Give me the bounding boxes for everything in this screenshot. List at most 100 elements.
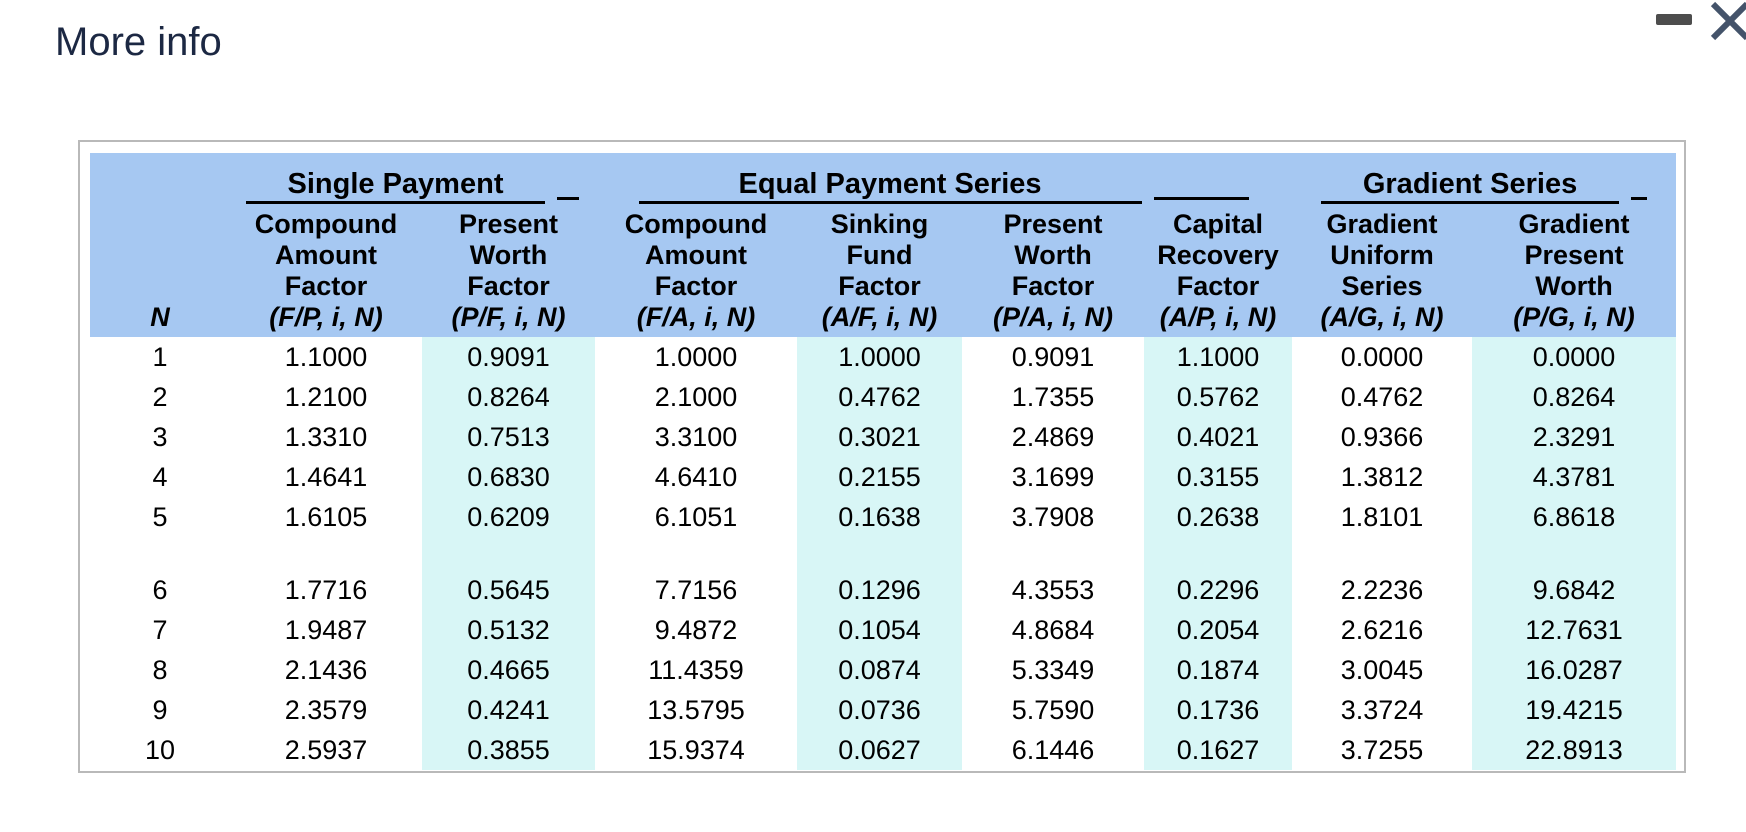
column-header-line: Gradient: [1518, 209, 1630, 239]
table-cell: 22.8913: [1472, 730, 1677, 770]
column-header-line: Factor: [1176, 271, 1260, 301]
column-header-fp: Compound Amount Factor (F/P, i, N): [230, 208, 422, 337]
table-row: 7 1.9487 0.5132 9.4872 0.1054 4.8684 0.2…: [90, 610, 1677, 650]
table-cell: 3.3100: [654, 421, 738, 452]
table-cell: 0.5645: [422, 570, 595, 610]
column-header-line: Worth: [1014, 240, 1092, 270]
table-row: 5 1.6105 0.6209 6.1051 0.1638 3.7908 0.2…: [90, 497, 1677, 537]
column-header-line: Sinking: [830, 209, 929, 239]
column-header-notation: (F/A, i, N): [636, 302, 756, 332]
table-cell: 9.4872: [654, 614, 738, 645]
column-header-line: Capital: [1173, 209, 1264, 239]
group-header-gradient-series: Gradient Series: [1292, 153, 1677, 208]
column-header-notation: (F/P, i, N): [269, 302, 383, 332]
column-header-pa: Present Worth Factor (P/A, i, N): [962, 208, 1144, 337]
column-header-notation: (A/P, i, N): [1159, 302, 1277, 332]
interest-factor-table: Single Payment Equal Payment Series Grad…: [90, 153, 1677, 770]
table-cell: 0.8264: [1472, 377, 1677, 417]
table-cell: 0.0000: [1472, 337, 1677, 377]
table-cell: 1.1000: [284, 341, 368, 372]
table-cell: 0.0874: [797, 650, 962, 690]
table-cell: 1.3812: [1340, 461, 1424, 492]
column-header-notation: (P/A, i, N): [993, 302, 1113, 332]
table-cell: 0.1296: [797, 570, 962, 610]
column-header-line: Amount: [645, 240, 747, 270]
table-cell: 0.9366: [1340, 421, 1424, 452]
column-header-notation: (P/F, i, N): [451, 302, 566, 332]
group-underline-dash: [1631, 196, 1648, 200]
group-underline-dash: [557, 196, 580, 200]
table-cell: 3.7908: [1011, 501, 1095, 532]
table-cell: 4.3781: [1472, 457, 1677, 497]
table-cell: 1: [152, 341, 168, 372]
table-cell: 2.2236: [1340, 574, 1424, 605]
table-cell: 7: [152, 614, 168, 645]
table-cell: 2: [152, 381, 168, 412]
column-header-line: Recovery: [1157, 240, 1279, 270]
column-header-line: Factor: [838, 271, 921, 301]
table-cell: 9: [152, 694, 168, 725]
table-cell: 0.1874: [1144, 650, 1293, 690]
table-cell: 0.8264: [422, 377, 595, 417]
column-header-line: Amount: [275, 240, 377, 270]
table-cell: 5.7590: [1011, 694, 1095, 725]
column-header-line: Present: [458, 209, 559, 239]
table-cell: 0.6209: [422, 497, 595, 537]
close-icon[interactable]: [1707, 0, 1746, 44]
table-cell: 0.1054: [797, 610, 962, 650]
column-header-notation: (P/G, i, N): [1513, 302, 1635, 332]
table-cell: 1.7716: [284, 574, 368, 605]
column-header-notation: N: [150, 302, 170, 332]
column-header-line: Factor: [654, 271, 738, 301]
column-header-pg: Gradient Present Worth (P/G, i, N): [1472, 208, 1677, 337]
table-row: 3 1.3310 0.7513 3.3100 0.3021 2.4869 0.4…: [90, 417, 1677, 457]
table-cell: 0.4241: [422, 690, 595, 730]
table-cell: 2.4869: [1011, 421, 1095, 452]
table-cell: [595, 537, 797, 570]
column-header-line: Factor: [467, 271, 550, 301]
table-cell: [422, 537, 595, 570]
column-header-line: Uniform: [1330, 240, 1434, 270]
table-cell: [1472, 537, 1677, 570]
table-cell: 0.7513: [422, 417, 595, 457]
table-cell: 3.3724: [1340, 694, 1424, 725]
table-row: 9 2.3579 0.4241 13.5795 0.0736 5.7590 0.…: [90, 690, 1677, 730]
table-cell: 11.4359: [648, 654, 744, 685]
table-cell: 0.2296: [1144, 570, 1293, 610]
group-underline-dash: [1153, 196, 1249, 200]
table-cell: 1.9487: [284, 614, 368, 645]
column-header-line: Present: [1524, 240, 1624, 270]
table-cell: [797, 537, 962, 570]
table-cell: 13.5795: [647, 694, 745, 725]
table-cell: 1.0000: [797, 337, 962, 377]
table-cell: 4.8684: [1011, 614, 1095, 645]
table-cell: 8: [152, 654, 168, 685]
more-info-dialog: Single Payment Equal Payment Series Grad…: [78, 140, 1686, 773]
minimize-button[interactable]: [1656, 14, 1692, 25]
table-cell: 2.1436: [284, 654, 368, 685]
column-header-line: Factor: [284, 271, 368, 301]
group-header-single-payment: Single Payment: [230, 153, 595, 208]
column-header-row: N Compound Amount Factor (F/P, i, N) Pre…: [90, 208, 1677, 337]
table-cell: 6.1446: [1011, 734, 1095, 765]
table-cell: 0.4665: [422, 650, 595, 690]
table-cell: 1.1000: [1144, 337, 1293, 377]
table-cell: 0.1736: [1144, 690, 1293, 730]
column-header-ag: Gradient Uniform Series (A/G, i, N): [1292, 208, 1473, 337]
table-cell: 2.1000: [654, 381, 738, 412]
table-cell: 0.1627: [1144, 730, 1293, 770]
column-header-line: Present: [1003, 209, 1103, 239]
page-title: More info: [55, 20, 222, 64]
table-cell: 0.4762: [1340, 381, 1424, 412]
table-cell: 1.6105: [284, 501, 368, 532]
table-cell: 6: [152, 574, 168, 605]
table-cell: 0.5132: [422, 610, 595, 650]
table-row: 6 1.7716 0.5645 7.7156 0.1296 4.3553 0.2…: [90, 570, 1677, 610]
table-cell: 0.0627: [797, 730, 962, 770]
column-header-af: Sinking Fund Factor (A/F, i, N): [797, 208, 962, 337]
table-cell: 4.6410: [654, 461, 738, 492]
column-header-notation: (A/F, i, N): [821, 302, 938, 332]
table-cell: 0.0000: [1340, 341, 1424, 372]
column-header-notation: (A/G, i, N): [1320, 302, 1444, 332]
table-cell: 0.4762: [797, 377, 962, 417]
